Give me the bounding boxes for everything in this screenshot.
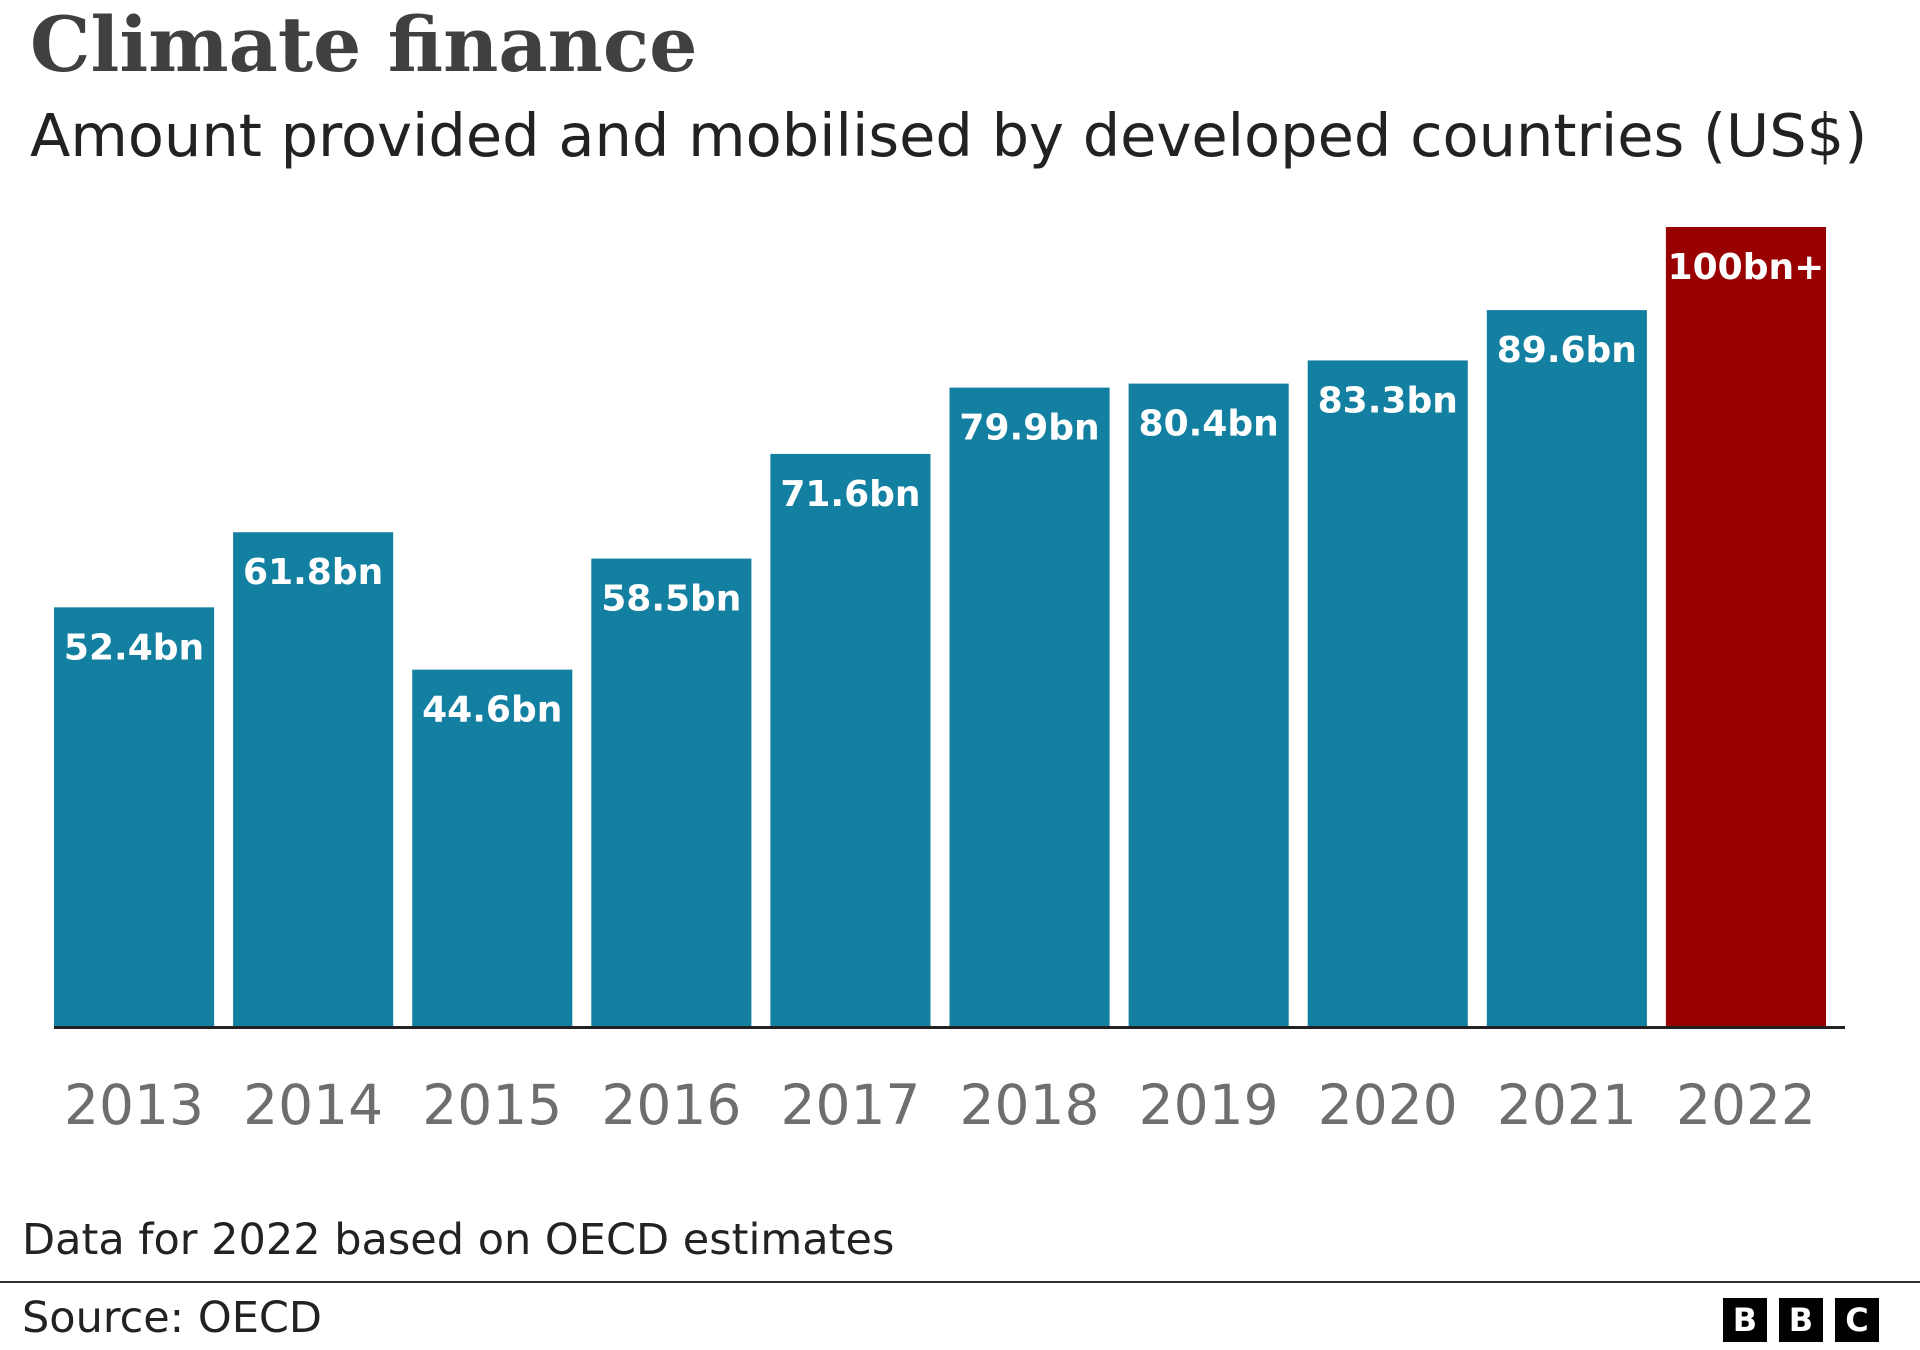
x-tick-label-2022: 2022	[1676, 1073, 1816, 1137]
bbc-logo-letter: B	[1723, 1298, 1767, 1342]
x-tick-label-2021: 2021	[1497, 1073, 1637, 1137]
bbc-logo-letter: C	[1835, 1298, 1879, 1342]
data-label-2022: 100bn+	[1668, 247, 1825, 288]
chart-title: Climate finance	[30, 0, 698, 89]
bar-2013	[54, 607, 215, 1026]
bar-2016	[591, 558, 752, 1026]
x-tick-label-2016: 2016	[601, 1073, 741, 1137]
data-label-2013: 52.4bn	[64, 627, 204, 668]
x-tick-label-2017: 2017	[780, 1073, 920, 1137]
x-tick-label-2019: 2019	[1139, 1073, 1279, 1137]
bar-2018	[949, 387, 1110, 1026]
data-label-2016: 58.5bn	[601, 579, 741, 620]
source-label: Source: OECD	[22, 1293, 322, 1343]
bbc-logo-letter: B	[1779, 1298, 1823, 1342]
bar-2022	[1665, 227, 1826, 1026]
bar-2015	[412, 669, 573, 1026]
x-tick-label-2015: 2015	[422, 1073, 562, 1137]
x-tick-label-2020: 2020	[1318, 1073, 1458, 1137]
bar-2019	[1128, 383, 1289, 1026]
x-tick-label-2014: 2014	[243, 1073, 383, 1137]
bar-2014	[233, 532, 394, 1026]
bar-chart: 52.4bn 2013 61.8bn 2014 44.6bn 2015 58.5bn 2016…	[54, 227, 1845, 1137]
x-tick-label-2013: 2013	[64, 1073, 204, 1137]
bar-2017	[770, 453, 931, 1026]
data-label-2020: 83.3bn	[1318, 380, 1458, 421]
bar-2020	[1307, 360, 1468, 1026]
bbc-logo: B B C	[1723, 1298, 1879, 1342]
chart-subtitle: Amount provided and mobilised by develop…	[30, 101, 1868, 170]
data-label-2018: 79.9bn	[959, 408, 1099, 449]
data-label-2021: 89.6bn	[1497, 330, 1637, 371]
data-label-2015: 44.6bn	[422, 690, 562, 731]
data-label-2019: 80.4bn	[1139, 404, 1279, 445]
footer-divider	[0, 1281, 1920, 1283]
data-label-2014: 61.8bn	[243, 552, 383, 593]
x-tick-label-2018: 2018	[960, 1073, 1100, 1137]
footnote: Data for 2022 based on OECD estimates	[22, 1215, 895, 1265]
data-label-2017: 71.6bn	[780, 474, 920, 515]
bar-2021	[1486, 310, 1647, 1026]
